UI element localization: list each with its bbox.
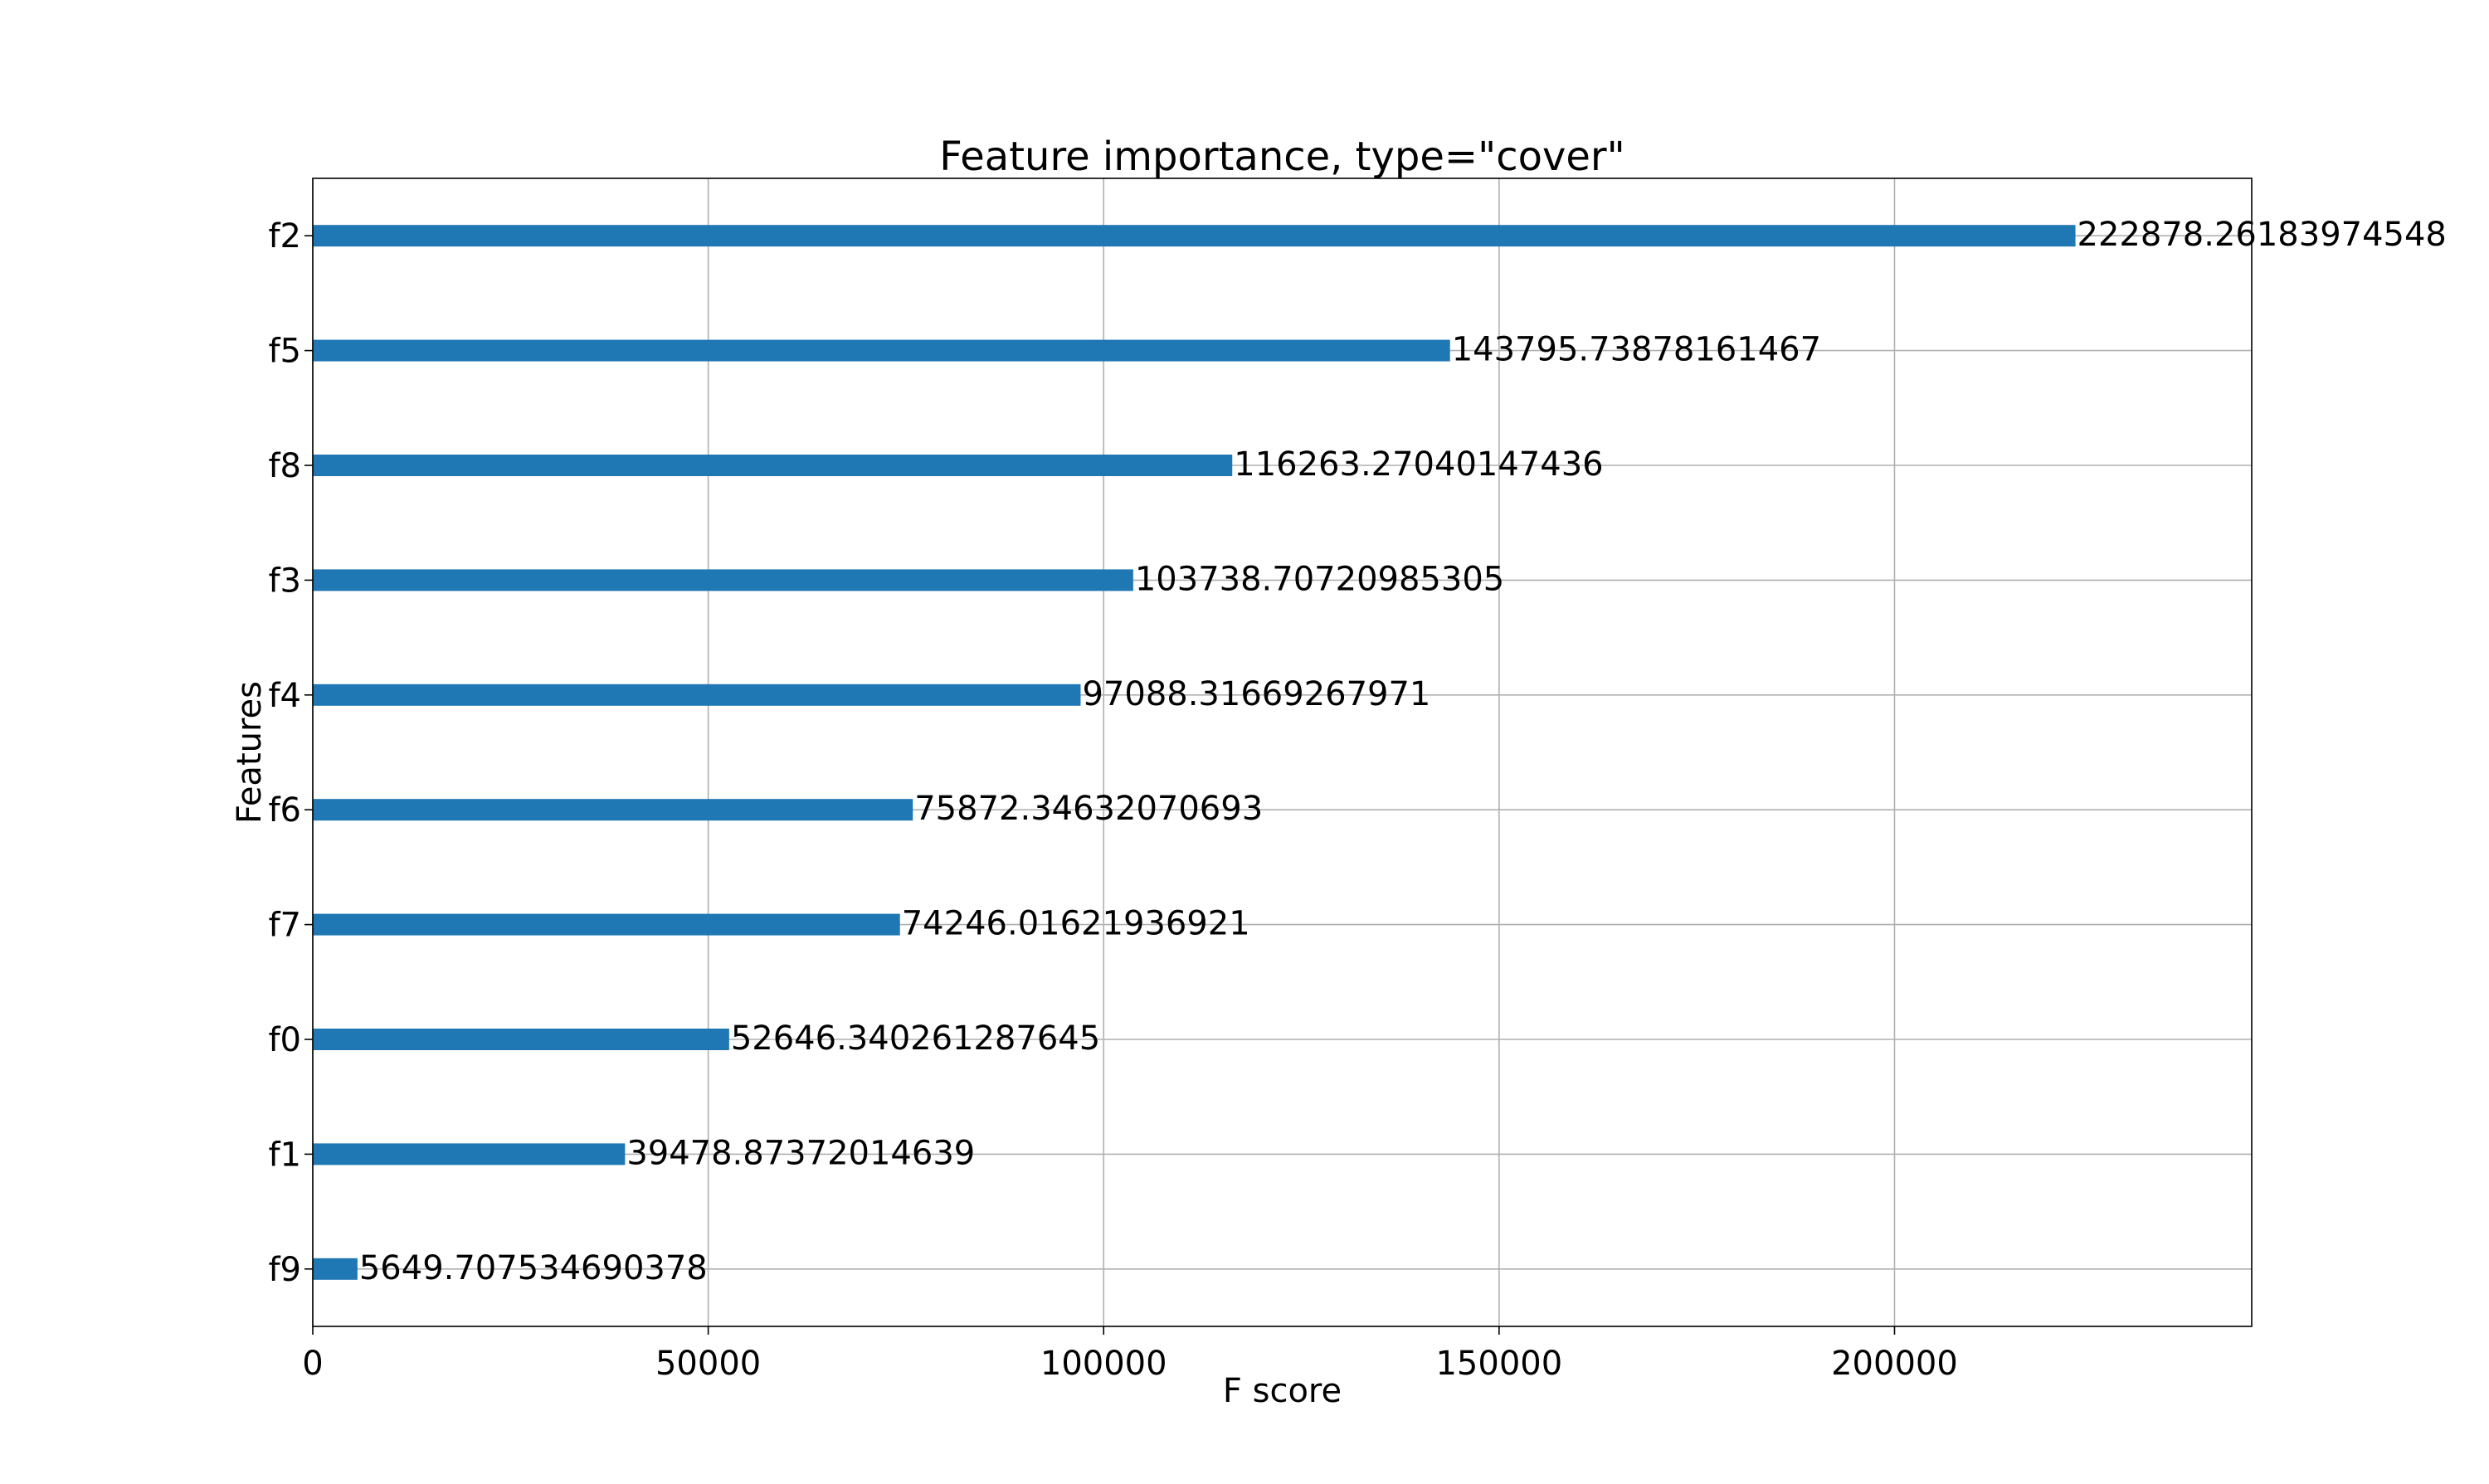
data-label: 143795.73878161467 <box>1452 331 1821 369</box>
bar-f6 <box>313 799 913 821</box>
bar-f8 <box>313 455 1233 476</box>
bar-f5 <box>313 339 1450 362</box>
plot-frame <box>312 178 2253 1327</box>
bar-f1 <box>313 1143 626 1165</box>
data-label: 75872.34632070693 <box>914 790 1263 828</box>
x-tick-label: 50000 <box>655 1345 761 1383</box>
data-label: 39478.87372014639 <box>626 1134 975 1172</box>
chart-title: Feature importance, type="cover" <box>939 134 1624 180</box>
y-axis-label: Features <box>231 681 269 824</box>
ticks: 0 50000 100000 150000 200000 f9 f1 f0 f7 f6 f4 f3 f8… <box>268 217 1957 1383</box>
y-tick-label: f3 <box>268 562 301 600</box>
bar-f3 <box>313 569 1133 591</box>
y-tick-label: f2 <box>268 217 301 255</box>
data-label: 103738.70720985305 <box>1135 560 1504 598</box>
y-tick-label: f4 <box>268 677 301 715</box>
bar-f0 <box>313 1029 729 1050</box>
data-labels: 5649.707534690378 39478.87372014639 52646.… <box>359 216 2447 1287</box>
bar-f9 <box>313 1258 358 1280</box>
data-label: 5649.707534690378 <box>359 1249 708 1287</box>
y-tick-label: f8 <box>268 447 301 485</box>
data-label: 222878.26183974548 <box>2077 216 2447 254</box>
y-tick-label: f0 <box>268 1021 301 1059</box>
data-label: 116263.27040147436 <box>1234 445 1603 484</box>
bar-f7 <box>313 913 900 936</box>
bar-f2 <box>313 225 2076 247</box>
y-tick-label: f5 <box>268 333 301 371</box>
y-tick-label: f7 <box>268 907 301 945</box>
data-label: 52646.340261287645 <box>731 1019 1100 1058</box>
x-tick-label: 200000 <box>1831 1345 1958 1383</box>
bar-f4 <box>313 684 1081 706</box>
x-tick-label: 0 <box>302 1345 323 1383</box>
data-label: 97088.31669267971 <box>1082 675 1430 713</box>
x-tick-label: 150000 <box>1435 1345 1562 1383</box>
x-tick-label: 100000 <box>1040 1345 1167 1383</box>
bars <box>313 225 2076 1280</box>
x-axis-label: F score <box>1223 1372 1342 1410</box>
y-tick-label: f1 <box>268 1136 301 1174</box>
y-tick-label: f9 <box>268 1251 301 1289</box>
y-tick-label: f6 <box>268 791 301 830</box>
data-label: 74246.01621936921 <box>902 905 1250 943</box>
